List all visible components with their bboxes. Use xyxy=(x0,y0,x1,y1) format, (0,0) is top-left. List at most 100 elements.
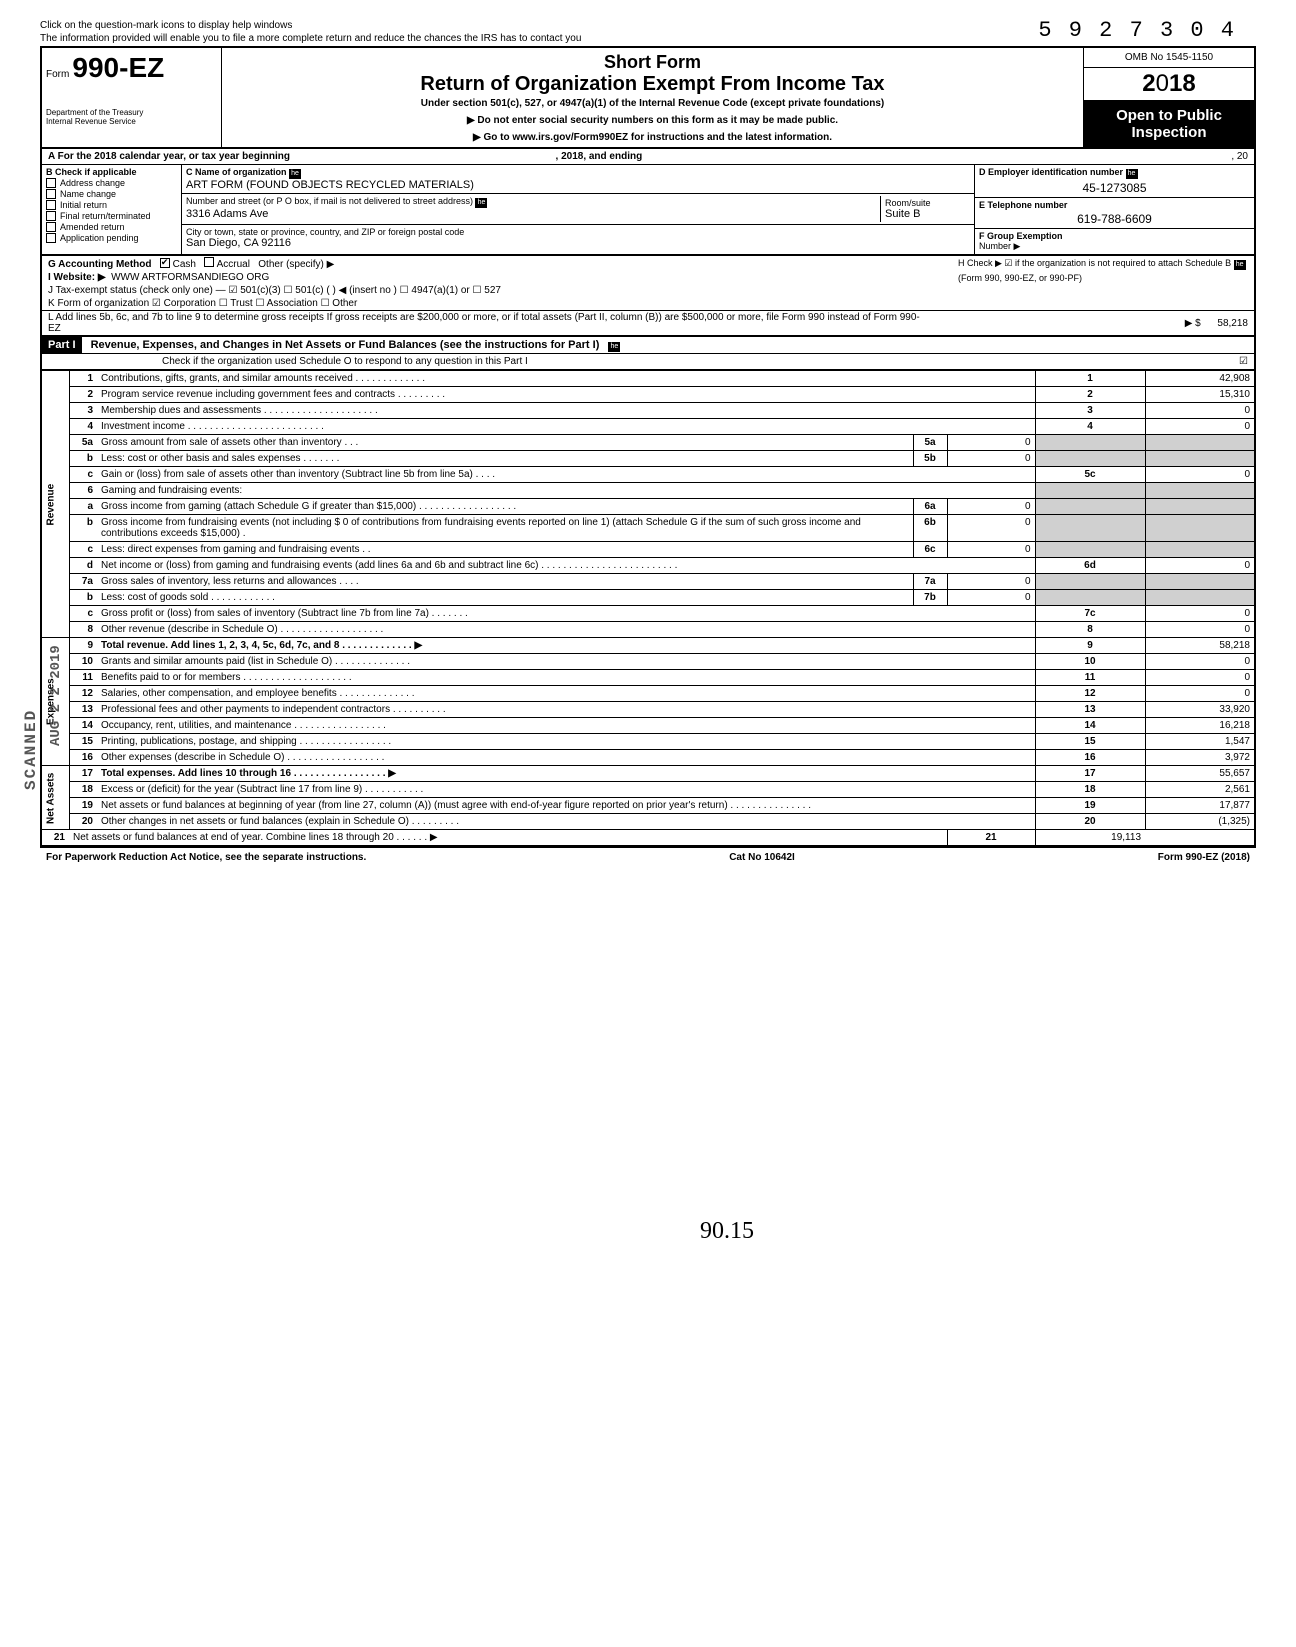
inner-box-no: 6a xyxy=(913,499,947,515)
chk-cash[interactable] xyxy=(160,258,170,268)
help-icon[interactable]: he xyxy=(475,198,487,208)
telephone: 619-788-6609 xyxy=(979,212,1250,226)
outer-box-val-shade xyxy=(1145,499,1255,515)
outer-box-val: 0 xyxy=(1145,670,1255,686)
line-row: 14Occupancy, rent, utilities, and mainte… xyxy=(41,718,1255,734)
chk-final-return[interactable]: Final return/terminated xyxy=(46,211,177,221)
line-number: 14 xyxy=(69,718,97,734)
inner-box-val: 0 xyxy=(947,515,1035,542)
line-desc: Gross sales of inventory, less returns a… xyxy=(97,574,913,590)
outer-box-val-shade xyxy=(1145,542,1255,558)
line-number: 3 xyxy=(69,403,97,419)
line-number: 19 xyxy=(69,798,97,814)
line-row: 21Net assets or fund balances at end of … xyxy=(41,830,1255,847)
line-number: 9 xyxy=(69,638,97,654)
chk-amended-return[interactable]: Amended return xyxy=(46,222,177,232)
line-row: 4Investment income . . . . . . . . . . .… xyxy=(41,419,1255,435)
help-icon[interactable]: he xyxy=(1234,260,1246,270)
outer-box-val-shade xyxy=(1145,574,1255,590)
line-number: a xyxy=(69,499,97,515)
h-sub: (Form 990, 990-EZ, or 990-PF) xyxy=(958,273,1248,283)
outer-box-val: 0 xyxy=(1145,558,1255,574)
line-number: 10 xyxy=(69,654,97,670)
handwritten-note: 90.15 xyxy=(700,1218,754,1245)
outer-box-no: 16 xyxy=(1035,750,1145,766)
line-desc: Total revenue. Add lines 1, 2, 3, 4, 5c,… xyxy=(97,638,1035,654)
line-desc: Benefits paid to or for members . . . . … xyxy=(97,670,1035,686)
title-main: Return of Organization Exempt From Incom… xyxy=(230,73,1075,96)
help-icon[interactable]: he xyxy=(608,342,620,352)
line-row: 20Other changes in net assets or fund ba… xyxy=(41,814,1255,830)
open-inspection: Open to Public Inspection xyxy=(1084,101,1254,147)
part-i-checkbox[interactable]: ☑ xyxy=(1239,356,1248,367)
line-number: 16 xyxy=(69,750,97,766)
outer-box-no: 17 xyxy=(1035,766,1145,782)
line-desc: Membership dues and assessments . . . . … xyxy=(97,403,1035,419)
inner-box-no: 5b xyxy=(913,451,947,467)
outer-box-val: 17,877 xyxy=(1145,798,1255,814)
line-desc: Investment income . . . . . . . . . . . … xyxy=(97,419,1035,435)
outer-box-val: (1,325) xyxy=(1145,814,1255,830)
chk-accrual[interactable] xyxy=(204,257,214,267)
line-number: b xyxy=(69,515,97,542)
outer-box-no-shade xyxy=(1035,451,1145,467)
line-row: 18Excess or (deficit) for the year (Subt… xyxy=(41,782,1255,798)
help-icon[interactable]: he xyxy=(1126,169,1138,179)
chk-name-change[interactable]: Name change xyxy=(46,189,177,199)
help-icon[interactable]: he xyxy=(289,169,301,179)
chk-address-change[interactable]: Address change xyxy=(46,178,177,188)
line-desc: Occupancy, rent, utilities, and maintena… xyxy=(97,718,1035,734)
line-desc: Total expenses. Add lines 10 through 16 … xyxy=(97,766,1035,782)
stamp-aug-date: AUG 2 2 2019 xyxy=(48,645,64,746)
line-number: d xyxy=(69,558,97,574)
line-row: 10Grants and similar amounts paid (list … xyxy=(41,654,1255,670)
line-number: 12 xyxy=(69,686,97,702)
chk-initial-return[interactable]: Initial return xyxy=(46,200,177,210)
line-row: dNet income or (loss) from gaming and fu… xyxy=(41,558,1255,574)
outer-box-val: 0 xyxy=(1145,622,1255,638)
line-row: bLess: cost or other basis and sales exp… xyxy=(41,451,1255,467)
inner-box-no: 6c xyxy=(913,542,947,558)
outer-box-no: 14 xyxy=(1035,718,1145,734)
outer-box-no: 12 xyxy=(1035,686,1145,702)
line-row: 6Gaming and fundraising events: xyxy=(41,483,1255,499)
line-desc: Less: cost of goods sold . . . . . . . .… xyxy=(97,590,913,606)
outer-box-val-shade xyxy=(1145,515,1255,542)
outer-box-no: 20 xyxy=(1035,814,1145,830)
inner-box-val: 0 xyxy=(947,590,1035,606)
line-number: c xyxy=(69,606,97,622)
outer-box-val: 58,218 xyxy=(1145,638,1255,654)
arrow-goto: ▶ Go to www.irs.gov/Form990EZ for instru… xyxy=(230,132,1075,143)
outer-box-val: 0 xyxy=(1145,686,1255,702)
line-number: 7a xyxy=(69,574,97,590)
line-number: 11 xyxy=(69,670,97,686)
line-desc: Contributions, gifts, grants, and simila… xyxy=(97,371,1035,387)
row-a: A For the 2018 calendar year, or tax yea… xyxy=(40,149,1256,165)
line-desc: Printing, publications, postage, and shi… xyxy=(97,734,1035,750)
outer-box-no: 15 xyxy=(1035,734,1145,750)
inner-box-val: 0 xyxy=(947,574,1035,590)
line-row: 11Benefits paid to or for members . . . … xyxy=(41,670,1255,686)
line-number: 18 xyxy=(69,782,97,798)
title-sub: Under section 501(c), 527, or 4947(a)(1)… xyxy=(230,98,1075,109)
dln-number: 5 9 2 7 3 0 4 xyxy=(1038,18,1236,43)
line-desc: Grants and similar amounts paid (list in… xyxy=(97,654,1035,670)
form-word: Form xyxy=(46,69,69,80)
line-desc: Gain or (loss) from sale of assets other… xyxy=(97,467,1035,483)
line-row: aGross income from gaming (attach Schedu… xyxy=(41,499,1255,515)
line-row: 8Other revenue (describe in Schedule O) … xyxy=(41,622,1255,638)
outer-box-val: 0 xyxy=(1145,654,1255,670)
section-bcdef: B Check if applicable Address change Nam… xyxy=(40,165,1256,256)
line-desc: Program service revenue including govern… xyxy=(97,387,1035,403)
line-desc: Net income or (loss) from gaming and fun… xyxy=(97,558,1035,574)
outer-box-val: 0 xyxy=(1145,606,1255,622)
outer-box-no: 8 xyxy=(1035,622,1145,638)
part-i-header: Part I Revenue, Expenses, and Changes in… xyxy=(40,337,1256,371)
outer-box-no: 4 xyxy=(1035,419,1145,435)
dept-treasury: Department of the Treasury Internal Reve… xyxy=(46,108,217,126)
line-number: 8 xyxy=(69,622,97,638)
chk-application-pending[interactable]: Application pending xyxy=(46,233,177,243)
outer-box-no: 3 xyxy=(1035,403,1145,419)
line-row: 3Membership dues and assessments . . . .… xyxy=(41,403,1255,419)
l-text: L Add lines 5b, 6c, and 7b to line 9 to … xyxy=(48,312,928,334)
